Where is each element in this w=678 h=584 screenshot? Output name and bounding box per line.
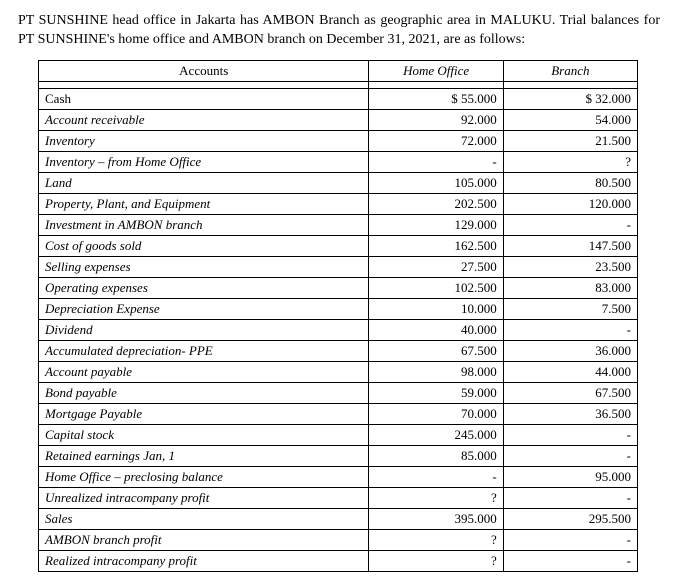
table-row: Cost of goods sold162.500147.500 <box>39 235 638 256</box>
branch-cell: ? <box>503 151 637 172</box>
account-cell: Inventory – from Home Office <box>39 151 369 172</box>
home-office-cell: 92.000 <box>369 109 503 130</box>
home-office-cell: 98.000 <box>369 361 503 382</box>
branch-cell: 7.500 <box>503 298 637 319</box>
home-office-cell: 85.000 <box>369 445 503 466</box>
branch-cell: 120.000 <box>503 193 637 214</box>
branch-cell: 67.500 <box>503 382 637 403</box>
home-office-cell: 245.000 <box>369 424 503 445</box>
table-row: Unrealized intracompany profit?- <box>39 487 638 508</box>
account-cell: Capital stock <box>39 424 369 445</box>
branch-cell: 80.500 <box>503 172 637 193</box>
table-row: Inventory – from Home Office-? <box>39 151 638 172</box>
table-row: Capital stock245.000- <box>39 424 638 445</box>
table-row: Cash$ 55.000$ 32.000 <box>39 88 638 109</box>
header-branch: Branch <box>503 60 637 81</box>
account-cell: Cash <box>39 88 369 109</box>
account-cell: Bond payable <box>39 382 369 403</box>
table-row: Retained earnings Jan, 185.000- <box>39 445 638 466</box>
home-office-cell: 27.500 <box>369 256 503 277</box>
branch-cell: 23.500 <box>503 256 637 277</box>
home-office-cell: ? <box>369 529 503 550</box>
branch-cell: $ 32.000 <box>503 88 637 109</box>
branch-cell: - <box>503 445 637 466</box>
account-cell: Operating expenses <box>39 277 369 298</box>
table-row: Bond payable59.00067.500 <box>39 382 638 403</box>
home-office-cell: - <box>369 151 503 172</box>
table-header-row: Accounts Home Office Branch <box>39 60 638 81</box>
header-accounts: Accounts <box>39 60 369 81</box>
home-office-cell: 67.500 <box>369 340 503 361</box>
account-cell: Account receivable <box>39 109 369 130</box>
table-row: Account payable98.00044.000 <box>39 361 638 382</box>
table-row: Inventory72.00021.500 <box>39 130 638 151</box>
branch-cell: 21.500 <box>503 130 637 151</box>
account-cell: Accumulated depreciation- PPE <box>39 340 369 361</box>
branch-cell: 44.000 <box>503 361 637 382</box>
account-cell: Investment in AMBON branch <box>39 214 369 235</box>
table-row: Realized intracompany profit?- <box>39 550 638 571</box>
table-row: Sales395.000295.500 <box>39 508 638 529</box>
table-row: Mortgage Payable70.00036.500 <box>39 403 638 424</box>
home-office-cell: 202.500 <box>369 193 503 214</box>
account-cell: Retained earnings Jan, 1 <box>39 445 369 466</box>
table-row: Investment in AMBON branch129.000- <box>39 214 638 235</box>
trial-balance-table: Accounts Home Office Branch Cash$ 55.000… <box>38 60 638 572</box>
branch-cell: 95.000 <box>503 466 637 487</box>
table-row: Account receivable92.00054.000 <box>39 109 638 130</box>
account-cell: Home Office – preclosing balance <box>39 466 369 487</box>
account-cell: Depreciation Expense <box>39 298 369 319</box>
home-office-cell: 102.500 <box>369 277 503 298</box>
branch-cell: - <box>503 319 637 340</box>
account-cell: Realized intracompany profit <box>39 550 369 571</box>
branch-cell: 295.500 <box>503 508 637 529</box>
table-row: Property, Plant, and Equipment202.500120… <box>39 193 638 214</box>
account-cell: Sales <box>39 508 369 529</box>
account-cell: AMBON branch profit <box>39 529 369 550</box>
account-cell: Land <box>39 172 369 193</box>
home-office-cell: 70.000 <box>369 403 503 424</box>
account-cell: Unrealized intracompany profit <box>39 487 369 508</box>
home-office-cell: 40.000 <box>369 319 503 340</box>
table-row: Selling expenses27.50023.500 <box>39 256 638 277</box>
home-office-cell: 162.500 <box>369 235 503 256</box>
home-office-cell: 59.000 <box>369 382 503 403</box>
account-cell: Account payable <box>39 361 369 382</box>
table-row: Depreciation Expense10.0007.500 <box>39 298 638 319</box>
account-cell: Inventory <box>39 130 369 151</box>
branch-cell: - <box>503 214 637 235</box>
table-row: Home Office – preclosing balance-95.000 <box>39 466 638 487</box>
home-office-cell: 105.000 <box>369 172 503 193</box>
spacer-row <box>39 81 638 88</box>
table-row: Dividend40.000- <box>39 319 638 340</box>
branch-cell: 36.500 <box>503 403 637 424</box>
branch-cell: 83.000 <box>503 277 637 298</box>
branch-cell: 147.500 <box>503 235 637 256</box>
table-row: Operating expenses102.50083.000 <box>39 277 638 298</box>
home-office-cell: - <box>369 466 503 487</box>
home-office-cell: ? <box>369 487 503 508</box>
home-office-cell: ? <box>369 550 503 571</box>
home-office-cell: 10.000 <box>369 298 503 319</box>
branch-cell: - <box>503 424 637 445</box>
branch-cell: - <box>503 529 637 550</box>
table-row: Land105.00080.500 <box>39 172 638 193</box>
branch-cell: - <box>503 550 637 571</box>
intro-text: PT SUNSHINE head office in Jakarta has A… <box>18 12 660 50</box>
home-office-cell: 129.000 <box>369 214 503 235</box>
account-cell: Property, Plant, and Equipment <box>39 193 369 214</box>
account-cell: Selling expenses <box>39 256 369 277</box>
account-cell: Dividend <box>39 319 369 340</box>
home-office-cell: $ 55.000 <box>369 88 503 109</box>
table-row: AMBON branch profit?- <box>39 529 638 550</box>
header-home-office: Home Office <box>369 60 503 81</box>
account-cell: Cost of goods sold <box>39 235 369 256</box>
branch-cell: - <box>503 487 637 508</box>
branch-cell: 54.000 <box>503 109 637 130</box>
branch-cell: 36.000 <box>503 340 637 361</box>
home-office-cell: 395.000 <box>369 508 503 529</box>
table-row: Accumulated depreciation- PPE67.50036.00… <box>39 340 638 361</box>
home-office-cell: 72.000 <box>369 130 503 151</box>
account-cell: Mortgage Payable <box>39 403 369 424</box>
